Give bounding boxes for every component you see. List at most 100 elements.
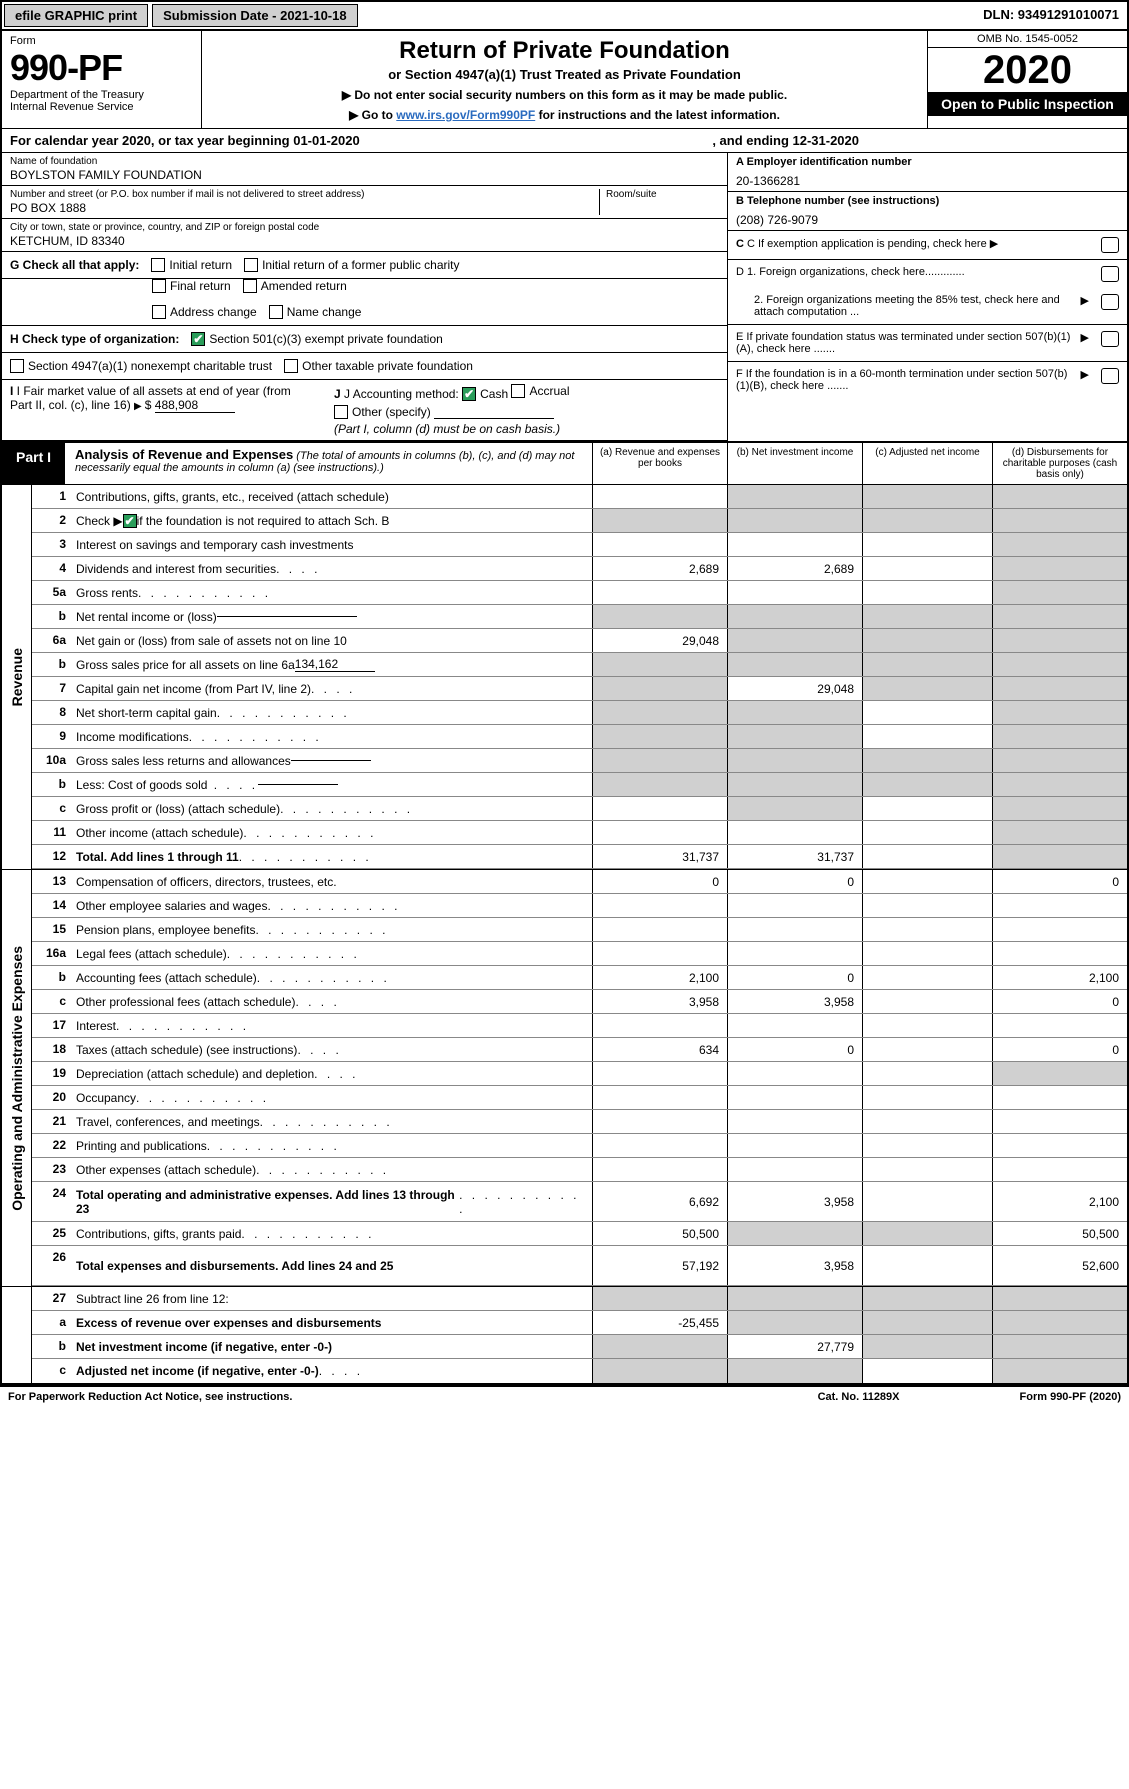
row-21-desc: Travel, conferences, and meetings xyxy=(72,1110,592,1133)
row-16b-num: b xyxy=(32,966,72,989)
expenses-rows: 13 Compensation of officers, directors, … xyxy=(32,870,1127,1286)
name-value: BOYLSTON FAMILY FOUNDATION xyxy=(10,168,719,182)
row-15: 15 Pension plans, employee benefits xyxy=(32,918,1127,942)
row-1-num: 1 xyxy=(32,485,72,508)
line-27-section: 27 Subtract line 26 from line 12: a Exce… xyxy=(2,1287,1127,1385)
row-10b-num: b xyxy=(32,773,72,796)
city-label: City or town, state or province, country… xyxy=(10,222,719,233)
row-16c: c Other professional fees (attach schedu… xyxy=(32,990,1127,1014)
row-6b-num: b xyxy=(32,653,72,676)
row-19: 19 Depreciation (attach schedule) and de… xyxy=(32,1062,1127,1086)
chk-initial-return[interactable]: Initial return xyxy=(151,258,232,272)
efile-print-button[interactable]: efile GRAPHIC print xyxy=(4,4,148,27)
row-27b: b Net investment income (if negative, en… xyxy=(32,1335,1127,1359)
section-c: C C If exemption application is pending,… xyxy=(728,231,1127,260)
section-g-row2: Final return Amended return xyxy=(2,279,727,299)
row-7-desc: Capital gain net income (from Part IV, l… xyxy=(72,677,592,700)
part1-tab: Part I xyxy=(2,443,65,484)
d2-checkbox[interactable] xyxy=(1101,294,1119,310)
row-16c-b: 3,958 xyxy=(727,990,862,1013)
chk-other-taxable[interactable]: Other taxable private foundation xyxy=(284,359,473,373)
row-18-b: 0 xyxy=(727,1038,862,1061)
e-checkbox[interactable] xyxy=(1101,331,1119,347)
row-25-d: 50,500 xyxy=(992,1222,1127,1245)
chk-initial-former[interactable]: Initial return of a former public charit… xyxy=(244,258,459,272)
i-label: I Fair market value of all assets at end… xyxy=(10,384,291,412)
row-24-d: 2,100 xyxy=(992,1182,1127,1221)
name-label: Name of foundation xyxy=(10,156,719,167)
row-27b-desc: Net investment income (if negative, ente… xyxy=(72,1335,592,1358)
chk-final-return[interactable]: Final return xyxy=(152,279,231,293)
identity-right: A Employer identification number 20-1366… xyxy=(727,153,1127,441)
row-21-num: 21 xyxy=(32,1110,72,1133)
row-10a-desc: Gross sales less returns and allowances xyxy=(72,749,592,772)
row-19-num: 19 xyxy=(32,1062,72,1085)
fair-market-value: 488,908 xyxy=(155,398,235,413)
city-cell: City or town, state or province, country… xyxy=(2,219,727,252)
row-3: 3 Interest on savings and temporary cash… xyxy=(32,533,1127,557)
row-14: 14 Other employee salaries and wages xyxy=(32,894,1127,918)
row-4-a: 2,689 xyxy=(592,557,727,580)
addr-label: Number and street (or P.O. box number if… xyxy=(10,189,599,200)
ein-value: 20-1366281 xyxy=(736,174,1119,188)
row-23: 23 Other expenses (attach schedule) xyxy=(32,1158,1127,1182)
chk-4947a1[interactable]: Section 4947(a)(1) nonexempt charitable … xyxy=(10,359,272,373)
chk-sch-b[interactable]: ✔ xyxy=(123,514,137,528)
expenses-label: Operating and Administrative Expenses xyxy=(9,946,25,1211)
row-10a: 10a Gross sales less returns and allowan… xyxy=(32,749,1127,773)
row-16c-desc: Other professional fees (attach schedule… xyxy=(72,990,592,1013)
line-27-side xyxy=(2,1287,32,1383)
row-8-desc: Net short-term capital gain xyxy=(72,701,592,724)
row-23-desc: Other expenses (attach schedule) xyxy=(72,1158,592,1181)
d1-label: D 1. Foreign organizations, check here..… xyxy=(736,266,1089,278)
chk-cash[interactable]: ✔Cash xyxy=(462,387,508,401)
d1-checkbox[interactable] xyxy=(1101,266,1119,282)
row-24-a: 6,692 xyxy=(592,1182,727,1221)
row-6a: 6a Net gain or (loss) from sale of asset… xyxy=(32,629,1127,653)
expenses-side: Operating and Administrative Expenses xyxy=(2,870,32,1286)
header-middle: Return of Private Foundation or Section … xyxy=(202,31,927,128)
chk-address-change[interactable]: Address change xyxy=(152,305,257,319)
row-27a-a: -25,455 xyxy=(592,1311,727,1334)
section-d1: D 1. Foreign organizations, check here..… xyxy=(728,260,1127,288)
header-left: Form 990-PF Department of the Treasury I… xyxy=(2,31,202,128)
row-27a-num: a xyxy=(32,1311,72,1334)
row-9: 9 Income modifications xyxy=(32,725,1127,749)
c-checkbox[interactable] xyxy=(1101,237,1119,253)
row-10a-num: 10a xyxy=(32,749,72,772)
row-27: 27 Subtract line 26 from line 12: xyxy=(32,1287,1127,1311)
section-g: G Check all that apply: Initial return I… xyxy=(2,252,727,279)
f-checkbox[interactable] xyxy=(1101,368,1119,384)
row-16c-num: c xyxy=(32,990,72,1013)
footer-right: Form 990-PF (2020) xyxy=(1020,1391,1121,1403)
chk-other-method[interactable]: Other (specify) xyxy=(334,405,431,419)
row-2: 2 Check ▶ ✔ if the foundation is not req… xyxy=(32,509,1127,533)
row-18-a: 634 xyxy=(592,1038,727,1061)
expenses-section: Operating and Administrative Expenses 13… xyxy=(2,870,1127,1287)
dept-line1: Department of the Treasury xyxy=(10,89,193,101)
row-1-desc: Contributions, gifts, grants, etc., rece… xyxy=(72,485,592,508)
address-cell: Number and street (or P.O. box number if… xyxy=(2,186,727,219)
chk-name-change[interactable]: Name change xyxy=(269,305,362,319)
row-18: 18 Taxes (attach schedule) (see instruct… xyxy=(32,1038,1127,1062)
row-27b-b: 27,779 xyxy=(727,1335,862,1358)
irs-link[interactable]: www.irs.gov/Form990PF xyxy=(396,108,535,122)
row-7: 7 Capital gain net income (from Part IV,… xyxy=(32,677,1127,701)
chk-501c3[interactable]: ✔Section 501(c)(3) exempt private founda… xyxy=(191,332,442,346)
row-18-desc: Taxes (attach schedule) (see instruction… xyxy=(72,1038,592,1061)
footer-catno: Cat. No. 11289X xyxy=(818,1391,900,1403)
col-b-header: (b) Net investment income xyxy=(727,443,862,484)
row-24: 24 Total operating and administrative ex… xyxy=(32,1182,1127,1222)
chk-accrual[interactable]: Accrual xyxy=(511,384,569,398)
row-16a-desc: Legal fees (attach schedule) xyxy=(72,942,592,965)
row-6a-desc: Net gain or (loss) from sale of assets n… xyxy=(72,629,592,652)
row-15-desc: Pension plans, employee benefits xyxy=(72,918,592,941)
ein-label: A Employer identification number xyxy=(736,156,1119,168)
row-14-num: 14 xyxy=(32,894,72,917)
form-number: 990-PF xyxy=(10,47,193,89)
dept-line2: Internal Revenue Service xyxy=(10,101,193,113)
chk-amended-return[interactable]: Amended return xyxy=(243,279,347,293)
row-11-num: 11 xyxy=(32,821,72,844)
goto-pre: ▶ Go to xyxy=(349,108,396,122)
addr-value: PO BOX 1888 xyxy=(10,201,599,215)
